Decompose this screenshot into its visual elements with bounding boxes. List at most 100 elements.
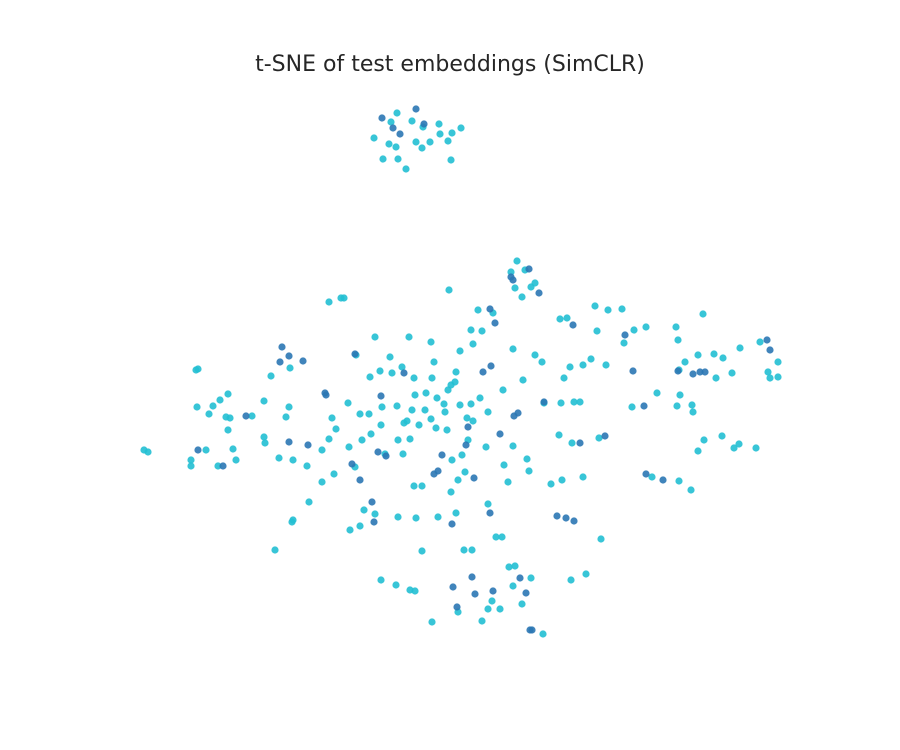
scatter-point bbox=[728, 369, 736, 377]
scatter-point bbox=[229, 445, 237, 453]
scatter-point bbox=[365, 410, 373, 418]
scatter-point bbox=[479, 368, 487, 376]
scatter-point bbox=[570, 517, 578, 525]
scatter-point bbox=[687, 486, 695, 494]
scatter-point bbox=[448, 456, 456, 464]
scatter-point bbox=[468, 546, 476, 554]
scatter-point bbox=[260, 433, 268, 441]
scatter-point bbox=[305, 498, 313, 506]
scatter-point bbox=[538, 358, 546, 366]
scatter-point bbox=[351, 350, 359, 358]
scatter-point bbox=[348, 460, 356, 468]
scatter-point bbox=[489, 587, 497, 595]
scatter-point bbox=[261, 439, 269, 447]
scatter-point bbox=[275, 454, 283, 462]
scatter-point bbox=[486, 305, 494, 313]
scatter-point bbox=[426, 138, 434, 146]
scatter-point bbox=[701, 368, 709, 376]
scatter-point bbox=[513, 257, 521, 265]
scatter-point bbox=[568, 439, 576, 447]
scatter-point bbox=[444, 137, 452, 145]
scatter-point bbox=[278, 343, 286, 351]
scatter-point bbox=[271, 546, 279, 554]
scatter-point bbox=[452, 368, 460, 376]
scatter-point bbox=[648, 473, 656, 481]
scatter-point bbox=[453, 603, 461, 611]
scatter-point bbox=[511, 562, 519, 570]
scatter-point bbox=[642, 323, 650, 331]
scatter-point bbox=[476, 394, 484, 402]
scatter-point bbox=[597, 535, 605, 543]
scatter-point bbox=[209, 402, 217, 410]
scatter-point bbox=[504, 478, 512, 486]
scatter-point bbox=[478, 617, 486, 625]
scatter-point bbox=[567, 576, 575, 584]
scatter-point bbox=[434, 467, 442, 475]
scatter-point bbox=[467, 400, 475, 408]
scatter-point bbox=[289, 456, 297, 464]
scatter-point bbox=[509, 345, 517, 353]
scatter-point bbox=[447, 156, 455, 164]
series-light bbox=[140, 109, 782, 638]
scatter-point bbox=[478, 327, 486, 335]
scatter-point bbox=[522, 589, 530, 597]
scatter-point bbox=[445, 286, 453, 294]
scatter-point bbox=[674, 336, 682, 344]
scatter-point bbox=[640, 402, 648, 410]
scatter-point bbox=[224, 390, 232, 398]
scatter-point bbox=[604, 306, 612, 314]
scatter-point bbox=[370, 134, 378, 142]
scatter-point bbox=[418, 144, 426, 152]
scatter-point bbox=[440, 400, 448, 408]
scatter-point bbox=[366, 373, 374, 381]
scatter-point bbox=[370, 518, 378, 526]
scatter-point bbox=[518, 293, 526, 301]
scatter-point bbox=[509, 442, 517, 450]
scatter-point bbox=[526, 626, 534, 634]
scatter-point bbox=[428, 374, 436, 382]
scatter-point bbox=[447, 488, 455, 496]
scatter-point bbox=[374, 448, 382, 456]
scatter-point bbox=[318, 446, 326, 454]
scatter-point bbox=[267, 372, 275, 380]
scatter-point bbox=[434, 513, 442, 521]
scatter-point bbox=[377, 421, 385, 429]
scatter-point bbox=[432, 424, 440, 432]
scatter-point bbox=[514, 409, 522, 417]
scatter-point bbox=[388, 369, 396, 377]
scatter-point bbox=[193, 403, 201, 411]
scatter-point bbox=[681, 358, 689, 366]
scatter-point bbox=[377, 392, 385, 400]
scatter-point bbox=[276, 358, 284, 366]
scatter-point bbox=[696, 368, 704, 376]
scatter-point bbox=[393, 402, 401, 410]
scatter-point bbox=[422, 389, 430, 397]
scatter-point bbox=[378, 403, 386, 411]
scatter-point bbox=[408, 406, 416, 414]
scatter-point bbox=[394, 436, 402, 444]
scatter-point bbox=[396, 130, 404, 138]
scatter-point bbox=[470, 474, 478, 482]
scatter-point bbox=[194, 446, 202, 454]
scatter-point bbox=[474, 306, 482, 314]
scatter-point bbox=[557, 399, 565, 407]
scatter-point bbox=[764, 368, 772, 376]
scatter-point bbox=[601, 432, 609, 440]
scatter-point bbox=[492, 533, 500, 541]
scatter-point bbox=[346, 526, 354, 534]
scatter-point bbox=[433, 394, 441, 402]
scatter-point bbox=[394, 513, 402, 521]
scatter-point bbox=[219, 462, 227, 470]
scatter-point bbox=[421, 406, 429, 414]
scatter-point bbox=[448, 520, 456, 528]
scatter-point bbox=[371, 333, 379, 341]
scatter-point bbox=[406, 435, 414, 443]
scatter-point bbox=[630, 326, 638, 334]
scatter-point bbox=[456, 347, 464, 355]
scatter-point bbox=[587, 355, 595, 363]
scatter-point bbox=[202, 446, 210, 454]
scatter-point bbox=[523, 455, 531, 463]
scatter-point bbox=[379, 155, 387, 163]
scatter-point bbox=[563, 314, 571, 322]
